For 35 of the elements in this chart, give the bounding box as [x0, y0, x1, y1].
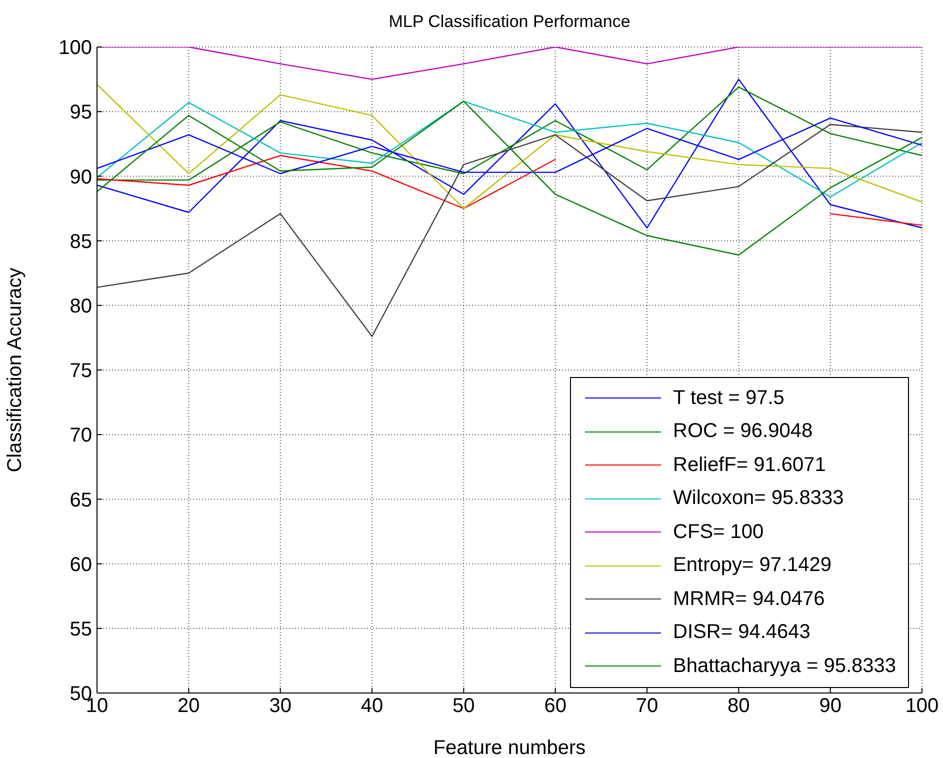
- x-axis-title: Feature numbers: [433, 737, 586, 758]
- y-tick-label: 60: [70, 554, 92, 576]
- y-axis-title: Classification Accuracy: [4, 268, 26, 472]
- y-tick-label: 80: [70, 296, 92, 318]
- x-tick-label: 90: [819, 695, 842, 718]
- x-tick-label: 70: [636, 695, 658, 718]
- y-tick-label: 70: [70, 424, 92, 447]
- x-tick-label: 20: [178, 695, 200, 718]
- legend-label: ROC = 96.9048: [673, 420, 813, 444]
- x-tick-label: 80: [728, 695, 750, 718]
- y-tick-label: 55: [70, 618, 92, 640]
- line-series: [97, 84, 922, 210]
- x-tick-label: 40: [360, 695, 384, 718]
- x-tick-label: 50: [452, 695, 475, 718]
- y-tick-label: 90: [70, 166, 92, 188]
- line-series: [97, 78, 922, 228]
- line-series: [97, 100, 922, 198]
- y-tick-label: 95: [70, 102, 92, 124]
- legend-label: DISR= 94.4643: [673, 621, 810, 644]
- x-tick-label: 30: [269, 695, 292, 718]
- y-tick-label: 100: [58, 37, 92, 60]
- y-tick-label: 85: [70, 230, 92, 253]
- x-tick-label: 100: [905, 695, 939, 718]
- x-tick-label: 60: [544, 695, 566, 718]
- y-tick-label: 75: [70, 360, 92, 382]
- legend-label: Wilcoxon= 95.8333: [673, 487, 844, 510]
- legend-label: ReliefF= 91.6071: [673, 454, 826, 477]
- legend-label: MRMR= 94.0476: [673, 588, 825, 611]
- chart-title: MLP Classification Performance: [388, 12, 632, 32]
- legend-label: Bhattacharyya = 95.8333: [673, 654, 896, 678]
- y-tick-label: 65: [70, 489, 92, 512]
- legend-label: Entropy= 97.1429: [673, 554, 832, 578]
- legend-label: CFS= 100: [673, 520, 764, 544]
- legend-label: T test = 97.5: [673, 386, 784, 410]
- line-series: [97, 124, 922, 338]
